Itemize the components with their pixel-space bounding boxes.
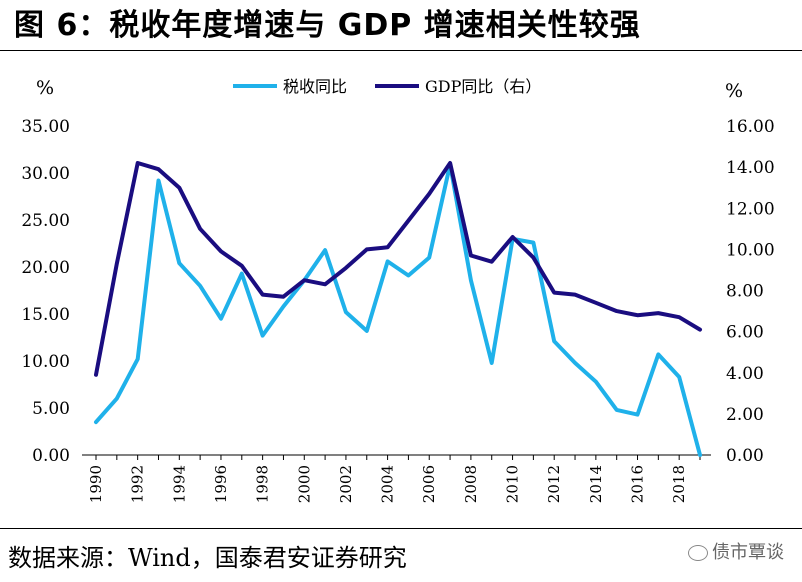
y-left-tick-label: 0.00 [32,446,70,466]
y-right-tick-label: 6.00 [726,323,764,343]
x-tick-label: 2006 [420,465,438,503]
x-tick-label: 1994 [170,465,188,503]
x-tick-label: 2004 [379,465,397,503]
x-tick-label: 2002 [337,465,355,503]
y-right-tick-label: 14.00 [726,158,775,178]
data-source: 数据来源：Wind，国泰君安证券研究 [8,544,407,572]
x-tick-label: 1996 [212,465,230,503]
y-left-tick-label: 15.00 [21,305,70,325]
bottom-rule [0,528,802,529]
x-tick-label: 2016 [629,465,647,503]
y-left-tick-label: 35.00 [21,117,70,137]
x-tick-label: 2000 [295,465,313,503]
y-right-tick-label: 2.00 [726,405,764,425]
x-tick-label: 2008 [462,465,480,503]
y-left-unit: % [36,77,54,99]
y-right-tick-label: 4.00 [726,364,764,384]
y-left-tick-label: 30.00 [21,164,70,184]
y-left-tick-label: 20.00 [21,258,70,278]
x-tick-label: 2014 [587,465,605,503]
gdp-series-line [94,161,702,377]
y-right-tick-label: 8.00 [726,282,764,302]
y-left-tick-label: 25.00 [21,211,70,231]
y-right-unit: % [725,80,743,102]
line-chart: % % 35.00 30.00 25.00 20.00 15.00 10.00 5.00 0.00… [21,77,775,503]
y-left-tick-label: 5.00 [32,399,70,419]
x-tick-label: 2010 [504,465,522,503]
watermark-label: 债市覃谈 [712,542,784,563]
y-right-tick-label: 10.00 [726,240,775,260]
x-tick-label: 2018 [670,465,688,503]
tax-series-line [94,162,702,457]
y-right-tick-label: 12.00 [726,199,775,219]
top-rule [0,50,802,51]
legend-label-gdp: GDP同比（右） [425,77,541,96]
legend-label-tax: 税收同比 [283,77,347,96]
y-right-tick-label: 16.00 [726,117,775,137]
wechat-icon [688,545,708,561]
x-tick-label: 1990 [87,465,105,503]
x-tick-label: 1998 [254,465,272,503]
figure-title: 图 6：税收年度增速与 GDP 增速相关性较强 [14,8,641,43]
y-left-tick-label: 10.00 [21,352,70,372]
watermark: 债市覃谈 [688,538,784,564]
x-tick-label: 1992 [129,465,147,503]
x-tick-label: 2012 [545,465,563,503]
y-right-tick-label: 0.00 [726,446,764,466]
